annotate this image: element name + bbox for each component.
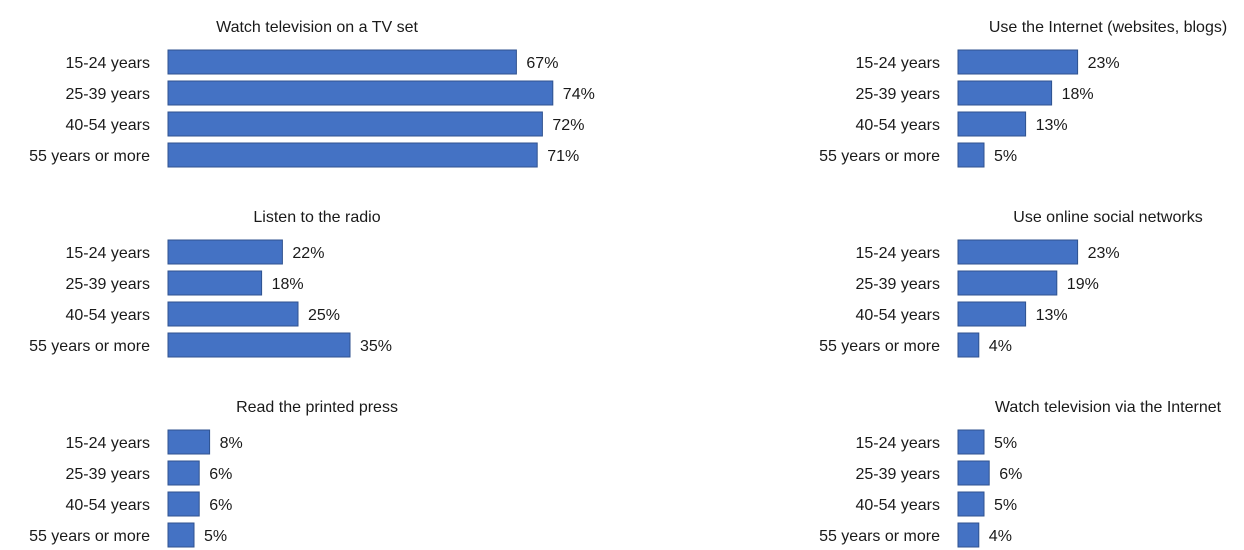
bar: [957, 332, 980, 358]
category-label: 15-24 years: [66, 245, 151, 262]
category-label: 15-24 years: [66, 435, 151, 452]
bar: [957, 270, 1058, 296]
panel-title: Watch television on a TV set: [216, 19, 418, 36]
value-label: 71%: [547, 148, 579, 165]
bar: [167, 332, 351, 358]
bar: [167, 142, 538, 168]
category-label: 55 years or more: [819, 338, 940, 355]
bar: [167, 270, 263, 296]
value-label: 13%: [1036, 117, 1068, 134]
value-label: 18%: [1062, 86, 1094, 103]
category-label: 25-39 years: [856, 466, 941, 483]
bar: [167, 80, 554, 106]
category-label: 15-24 years: [856, 245, 941, 262]
category-label: 25-39 years: [66, 86, 151, 103]
bar: [957, 142, 985, 168]
bar: [167, 429, 211, 455]
category-label: 55 years or more: [29, 338, 150, 355]
bar: [957, 460, 990, 486]
category-label: 15-24 years: [66, 55, 151, 72]
bar: [167, 111, 543, 137]
value-label: 18%: [272, 276, 304, 293]
bar: [167, 522, 195, 548]
category-label: 40-54 years: [66, 307, 151, 324]
value-label: 25%: [308, 307, 340, 324]
value-label: 23%: [1088, 245, 1120, 262]
category-label: 40-54 years: [66, 497, 151, 514]
value-label: 6%: [999, 466, 1022, 483]
bar: [957, 429, 985, 455]
category-label: 40-54 years: [856, 117, 941, 134]
category-label: 40-54 years: [856, 307, 941, 324]
category-label: 55 years or more: [29, 528, 150, 545]
bar: [957, 491, 985, 517]
bar: [957, 301, 1027, 327]
value-label: 19%: [1067, 276, 1099, 293]
bar: [957, 239, 1079, 265]
category-label: 25-39 years: [66, 466, 151, 483]
value-label: 5%: [994, 148, 1017, 165]
value-label: 5%: [204, 528, 227, 545]
value-label: 4%: [989, 338, 1012, 355]
panel-title: Use the Internet (websites, blogs): [989, 19, 1227, 36]
value-label: 35%: [360, 338, 392, 355]
category-label: 25-39 years: [856, 276, 941, 293]
bar: [957, 111, 1027, 137]
bar: [167, 491, 200, 517]
category-label: 15-24 years: [856, 435, 941, 452]
category-label: 25-39 years: [66, 276, 151, 293]
bar: [957, 80, 1053, 106]
bar: [167, 49, 517, 75]
category-label: 55 years or more: [819, 148, 940, 165]
value-label: 74%: [563, 86, 595, 103]
panel-title: Watch television via the Internet: [995, 399, 1222, 416]
bar: [167, 239, 283, 265]
panel-title: Listen to the radio: [253, 209, 380, 226]
category-label: 25-39 years: [856, 86, 941, 103]
value-label: 4%: [989, 528, 1012, 545]
category-label: 40-54 years: [856, 497, 941, 514]
category-label: 15-24 years: [856, 55, 941, 72]
value-label: 72%: [552, 117, 584, 134]
bar: [167, 301, 299, 327]
category-label: 55 years or more: [819, 528, 940, 545]
value-label: 5%: [994, 435, 1017, 452]
panel-title: Read the printed press: [236, 399, 398, 416]
category-label: 40-54 years: [66, 117, 151, 134]
value-label: 23%: [1088, 55, 1120, 72]
value-label: 6%: [209, 497, 232, 514]
value-label: 13%: [1036, 307, 1068, 324]
bar: [957, 49, 1079, 75]
value-label: 67%: [526, 55, 558, 72]
category-label: 55 years or more: [29, 148, 150, 165]
value-label: 6%: [209, 466, 232, 483]
bar: [957, 522, 980, 548]
value-label: 5%: [994, 497, 1017, 514]
value-label: 22%: [292, 245, 324, 262]
panel-title: Use online social networks: [1013, 209, 1202, 226]
value-label: 8%: [220, 435, 243, 452]
bar: [167, 460, 200, 486]
